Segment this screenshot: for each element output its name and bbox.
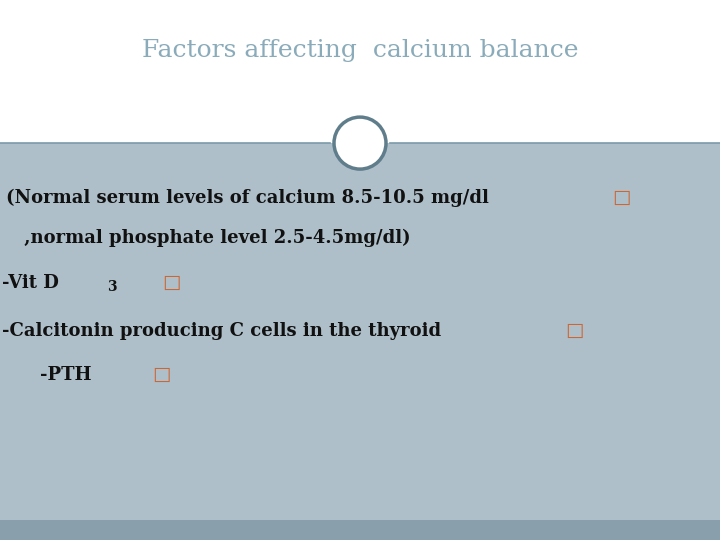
Text: (Normal serum levels of calcium 8.5-10.5 mg/dl: (Normal serum levels of calcium 8.5-10.5… <box>6 189 489 207</box>
Circle shape <box>334 117 386 169</box>
Text: ,normal phosphate level 2.5-4.5mg/dl): ,normal phosphate level 2.5-4.5mg/dl) <box>18 229 410 247</box>
Text: -Vit D: -Vit D <box>2 274 59 292</box>
Text: 3: 3 <box>107 280 117 294</box>
Text: -PTH: -PTH <box>40 366 91 384</box>
FancyBboxPatch shape <box>0 143 720 522</box>
Text: □: □ <box>152 366 171 384</box>
FancyBboxPatch shape <box>0 520 720 540</box>
FancyBboxPatch shape <box>0 0 720 143</box>
Text: □: □ <box>565 322 583 340</box>
Text: □: □ <box>612 189 631 207</box>
Text: □: □ <box>162 274 181 292</box>
Text: -Calcitonin producing C cells in the thyroid: -Calcitonin producing C cells in the thy… <box>2 322 441 340</box>
Text: Factors affecting  calcium balance: Factors affecting calcium balance <box>142 38 578 62</box>
